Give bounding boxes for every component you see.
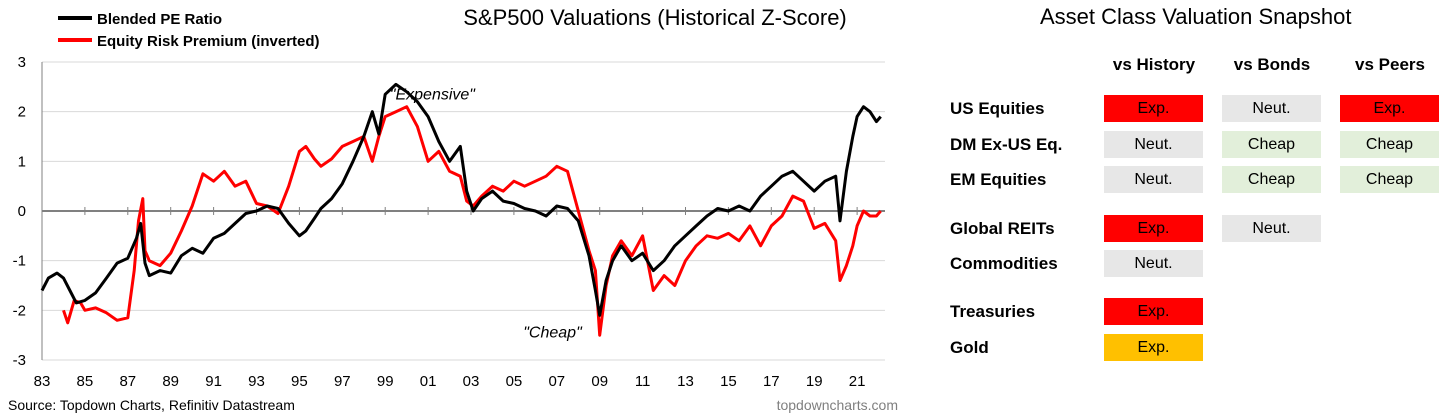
x-tick-label: 87 [119, 373, 136, 390]
row-label: Gold [950, 338, 989, 357]
x-tick-label: 93 [248, 373, 265, 390]
y-tick-label: 1 [18, 153, 26, 170]
chart-annotation: "Expensive" [390, 86, 477, 103]
valuation-cell: Cheap [1340, 166, 1439, 193]
x-tick-label: 17 [763, 373, 780, 390]
annotations: "Expensive" "Cheap" [390, 86, 583, 341]
y-tick-label: 0 [18, 203, 26, 220]
y-tick-label: -3 [13, 352, 26, 369]
row-label: EM Equities [950, 170, 1047, 189]
x-tick-label: 15 [720, 373, 737, 390]
valuation-cell: Neut. [1222, 215, 1321, 242]
x-tick-label: 99 [377, 373, 394, 390]
valuation-cell: Exp. [1340, 95, 1439, 122]
y-tick-label: -1 [13, 253, 26, 270]
x-tick-label: 89 [162, 373, 179, 390]
x-tick-label: 95 [291, 373, 308, 390]
series-lines [40, 82, 882, 337]
valuation-cell: Exp. [1104, 334, 1203, 361]
valuation-cell: Exp. [1104, 215, 1203, 242]
row-label: US Equities [950, 99, 1045, 118]
valuation-cell: Cheap [1340, 131, 1439, 158]
valuation-cell: Neut. [1222, 95, 1321, 122]
x-tick-label: 05 [506, 373, 523, 390]
legend: Blended PE Ratio Equity Risk Premium (inv… [58, 11, 320, 50]
x-tick-label: 85 [77, 373, 94, 390]
x-tick-label: 83 [34, 373, 51, 390]
x-tick-label: 07 [548, 373, 565, 390]
erp-series [62, 105, 882, 337]
row-label: Global REITs [950, 219, 1055, 238]
column-header: vs Peers [1355, 55, 1425, 74]
x-tick-label: 03 [463, 373, 480, 390]
x-tick-label: 97 [334, 373, 351, 390]
chart-annotation: "Cheap" [523, 325, 583, 342]
chart-title: S&P500 Valuations (Historical Z-Score) [463, 5, 847, 30]
x-tick-label: 21 [849, 373, 866, 390]
x-tick-label: 13 [677, 373, 694, 390]
x-tick-label: 19 [806, 373, 823, 390]
valuation-cell: Exp. [1104, 298, 1203, 325]
valuation-cell: Cheap [1222, 131, 1321, 158]
snapshot-title: Asset Class Valuation Snapshot [1040, 4, 1352, 29]
legend-label: Equity Risk Premium (inverted) [97, 33, 320, 50]
row-label: Treasuries [950, 302, 1036, 321]
blended-pe-series [40, 82, 882, 317]
gridlines [42, 61, 885, 361]
x-tick-label: 01 [420, 373, 437, 390]
x-tick-label: 91 [205, 373, 222, 390]
watermark: topdowncharts.com [777, 397, 898, 413]
valuation-cell: Cheap [1222, 166, 1321, 193]
row-label: DM Ex-US Eq. [950, 135, 1063, 154]
y-tick-label: 3 [18, 54, 26, 71]
row-label: Commodities [950, 254, 1058, 273]
valuation-cell: Exp. [1104, 95, 1203, 122]
column-header: vs History [1112, 55, 1196, 74]
source-note: Source: Topdown Charts, Refinitiv Datast… [8, 397, 295, 413]
valuation-cell: Neut. [1104, 250, 1203, 277]
legend-label: Blended PE Ratio [97, 11, 222, 28]
valuation-cell: Neut. [1104, 131, 1203, 158]
column-header: vs Bonds [1233, 55, 1311, 74]
x-tick-label: 09 [591, 373, 608, 390]
y-tick-label: -2 [13, 302, 26, 319]
x-tick-label: 11 [635, 373, 651, 390]
y-tick-label: 2 [18, 104, 26, 121]
valuation-cell: Neut. [1104, 166, 1203, 193]
